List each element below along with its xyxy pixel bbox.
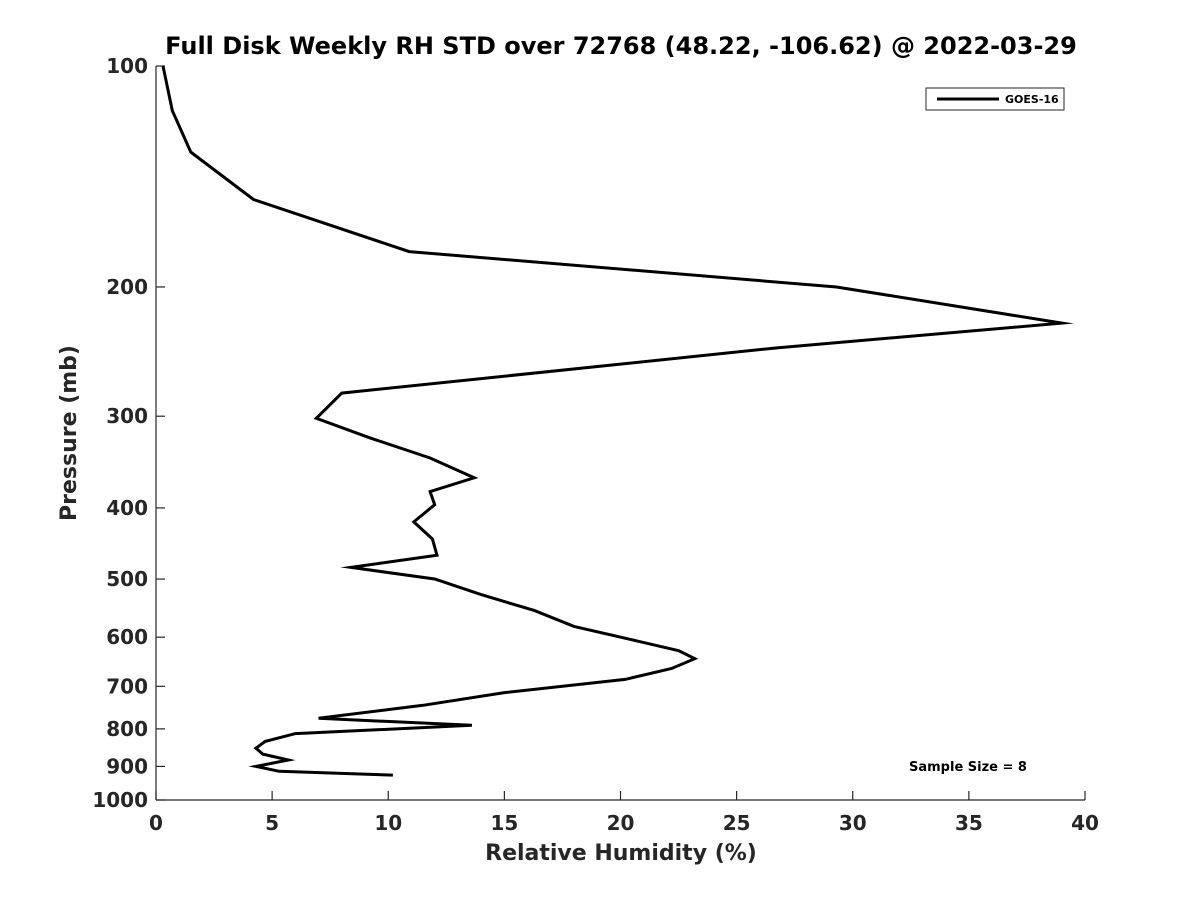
x-tick-label: 15	[490, 811, 518, 835]
y-tick-label: 600	[106, 625, 148, 649]
x-axis-ticks: 0 5 10 15 20 25 30 35 40	[149, 791, 1099, 835]
x-tick-label: 25	[723, 811, 751, 835]
chart-title: Full Disk Weekly RH STD over 72768 (48.2…	[165, 32, 1077, 60]
axes	[155, 66, 1085, 801]
x-axis-label: Relative Humidity (%)	[485, 841, 757, 866]
x-tick-label: 0	[149, 811, 163, 835]
y-tick-label: 700	[106, 674, 148, 698]
y-axis-ticks: 100 200 300 400 500 600 700 800 900 1000	[92, 54, 165, 812]
x-tick-label: 30	[839, 811, 867, 835]
y-tick-label: 300	[106, 404, 148, 428]
y-tick-label: 100	[106, 54, 148, 78]
sample-size-annotation: Sample Size = 8	[909, 760, 1027, 775]
x-tick-label: 10	[374, 811, 402, 835]
legend-label-goes-16: GOES-16	[1005, 93, 1059, 106]
y-tick-label: 400	[106, 496, 148, 520]
y-tick-label: 900	[106, 754, 148, 778]
legend: GOES-16	[925, 87, 1065, 111]
x-tick-label: 20	[607, 811, 635, 835]
series-line-goes-16	[161, 65, 1075, 777]
y-tick-label: 200	[106, 275, 148, 299]
y-tick-label: 1000	[92, 788, 148, 812]
x-tick-label: 5	[265, 811, 279, 835]
y-tick-label: 800	[106, 717, 148, 741]
x-tick-label: 40	[1071, 811, 1099, 835]
series-layer	[161, 65, 1075, 777]
y-axis-label: Pressure (mb)	[57, 345, 82, 521]
y-tick-label: 500	[106, 567, 148, 591]
x-tick-label: 35	[955, 811, 983, 835]
